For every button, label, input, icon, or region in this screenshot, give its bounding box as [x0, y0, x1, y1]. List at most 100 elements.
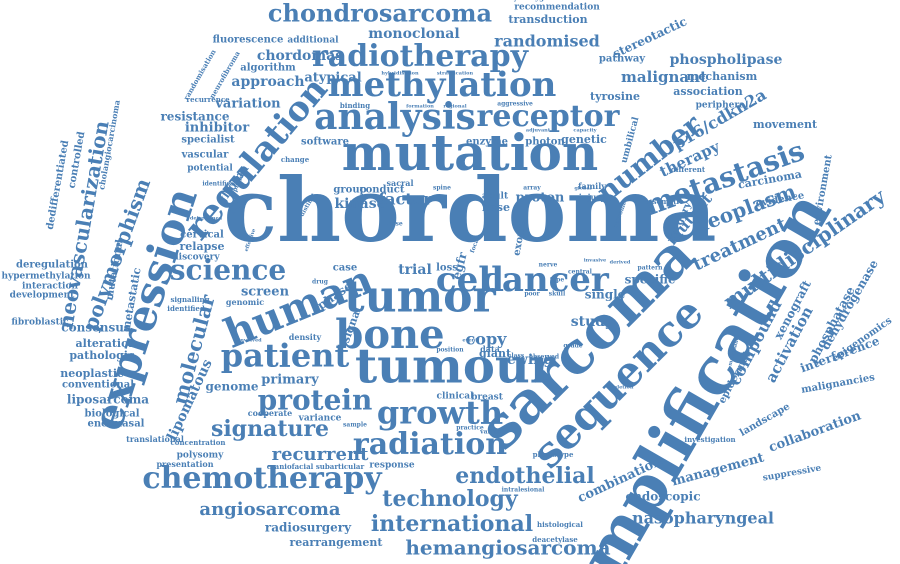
word-response: response — [369, 461, 414, 471]
word-position: position — [436, 347, 464, 354]
word-global: global — [574, 186, 591, 192]
word-family: family — [578, 181, 606, 191]
word-cervical: cervical — [180, 230, 224, 241]
word-conventional: conventional — [62, 380, 134, 391]
word-growth: growth — [377, 394, 503, 432]
word-injury: injury — [579, 192, 606, 202]
word-practice: practice — [456, 425, 484, 432]
word-variant: variant — [479, 429, 504, 436]
word-derived: derived — [610, 260, 631, 266]
word-landscape: landscape — [738, 401, 792, 439]
word-software: software — [301, 137, 349, 148]
word-sample: sample — [343, 422, 367, 429]
word-trial: trial — [398, 262, 432, 278]
word-radiotherapy: radiotherapy — [312, 39, 530, 74]
word-histological: histological — [537, 520, 583, 529]
word-phospholipase: phospholipase — [670, 52, 783, 68]
word-primary: primary — [261, 373, 319, 388]
word-hemangiosarcoma: hemangiosarcoma — [405, 536, 610, 560]
word-conduct: conduct — [360, 185, 405, 196]
word-invasive: invasive — [584, 258, 606, 264]
word-recurrent: recurrent — [272, 444, 369, 465]
word-pathologic: pathologic — [69, 349, 135, 362]
word-analysis: analysis — [314, 96, 476, 138]
word-translational: translational — [126, 434, 184, 444]
word-base: base — [482, 201, 510, 214]
word-adjuvant: adjuvant — [526, 128, 551, 134]
word-fibroblastic: fibroblastic — [11, 318, 69, 328]
word-concentration: concentration — [171, 438, 226, 447]
word-rearrangement: rearrangement — [289, 536, 383, 549]
word-proton: proton — [516, 191, 565, 206]
word-poor: poor — [524, 291, 540, 298]
word-neoplastic: neoplastic — [60, 367, 124, 380]
word-endoscopic: endoscopic — [625, 490, 700, 504]
word-change: change — [281, 155, 310, 164]
word-study: study — [571, 314, 614, 330]
word-central: central — [568, 269, 593, 276]
word-identified: identified — [167, 304, 205, 313]
word-genomic: genomic — [226, 297, 264, 307]
word-monoclonal: monoclonal — [368, 26, 459, 42]
word-specific: specific — [625, 273, 676, 287]
word-algorithm: algorithm — [240, 63, 296, 74]
word-signalling: signalling — [170, 295, 209, 304]
word-density: density — [289, 332, 322, 342]
word-relapse: relapse — [180, 240, 225, 253]
word-determined: determined — [190, 216, 223, 222]
word-regional: regional — [443, 104, 466, 110]
word-clinical: clinical — [436, 392, 474, 402]
word-variation: variation — [214, 97, 281, 112]
word-giant: giant — [479, 347, 512, 360]
word-fluorescence: fluorescence — [213, 35, 284, 46]
word-observed: observed — [529, 354, 560, 361]
word-endonasal: endonasal — [88, 419, 145, 430]
word-movement: movement — [753, 118, 818, 131]
word-tumour: tumour — [355, 339, 556, 395]
word-genetic: genetic — [561, 133, 607, 146]
word-endothelial: endothelial — [455, 463, 595, 489]
word-nerve: nerve — [539, 262, 558, 269]
word-biological: biological — [84, 409, 139, 420]
word-chordoma: chordoma — [224, 158, 717, 262]
word-tyrosine: tyrosine — [590, 90, 640, 103]
word-skull: skull — [549, 291, 566, 298]
word-cell: cell — [436, 260, 504, 300]
word-spine: spine — [433, 185, 451, 192]
word-vascular: vascular — [181, 150, 230, 161]
word-hybridisation: hybridisation — [381, 71, 419, 77]
word-peripheral: peripheral — [696, 101, 749, 111]
word-loss: loss — [436, 263, 458, 274]
word-stratification: stratification — [437, 71, 474, 77]
word-adult: adult — [482, 192, 509, 202]
word-pathway: pathway — [599, 54, 646, 65]
word-screen: screen — [241, 285, 290, 300]
word-capacity: capacity — [573, 128, 597, 134]
word-specialist: specialist — [181, 135, 235, 146]
word-tumor: tumor — [344, 272, 496, 323]
word-consensus: consensus — [61, 321, 131, 335]
word-chondrosarcoma: chondrosarcoma — [268, 0, 492, 28]
word-photon: photon — [525, 137, 565, 148]
word-patient: patient — [221, 337, 350, 375]
word-receptor: receptor — [477, 99, 621, 134]
word-chordomas: chordomas — [257, 48, 343, 64]
word-type: type — [550, 277, 564, 284]
word-hydroxyglutarate: hydroxyglutarate — [509, 0, 577, 2]
word-breast: breast — [471, 393, 504, 403]
word-transduction: transduction — [508, 13, 587, 26]
word-sacral: sacral — [387, 178, 414, 188]
word-cancer: cancer — [481, 260, 610, 300]
word-event: event — [462, 338, 478, 344]
word-atypical: atypical — [304, 71, 361, 86]
word-presentation: presentation — [156, 459, 213, 469]
word-malignancies: malignancies — [800, 372, 876, 396]
word-craniofacial: craniofacial — [267, 462, 314, 471]
word-identifies: identifies — [202, 181, 234, 188]
word-deregulation: deregulation — [16, 260, 89, 271]
word-resistance: resistance — [160, 110, 229, 124]
word-interaction: interaction — [22, 282, 78, 292]
word-mechanism: mechanism — [687, 70, 758, 83]
word-additional: additional — [287, 36, 339, 46]
